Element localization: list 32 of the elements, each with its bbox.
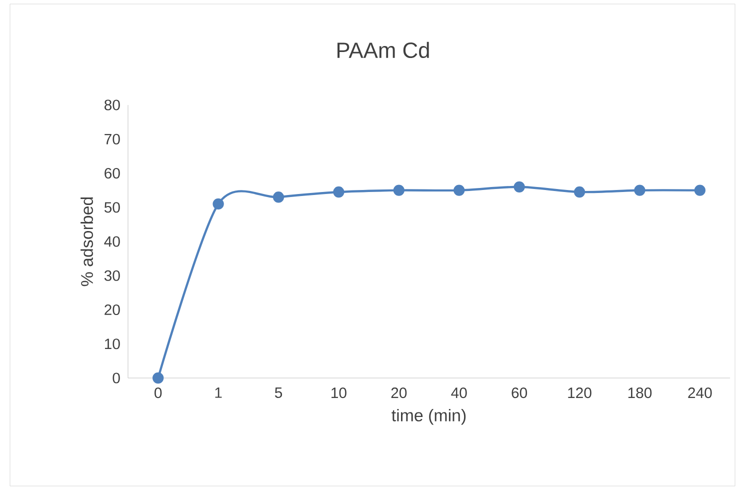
- x-tick-label: 20: [391, 388, 407, 398]
- y-tick-label: 50: [104, 202, 120, 213]
- point: [152, 372, 164, 384]
- y-tick-label: 40: [104, 236, 120, 247]
- chart-title: PAAm Cd: [338, 42, 429, 58]
- point: [694, 184, 706, 196]
- y-tick-label: 0: [112, 372, 120, 384]
- y-tick-label: 80: [104, 100, 120, 110]
- point: [454, 184, 465, 196]
- x-tick-label: 1: [215, 388, 222, 398]
- x-tick-label: 10: [332, 388, 346, 398]
- x-axis-title: time (min): [392, 408, 466, 425]
- point: [393, 184, 404, 196]
- x-tick-label: 240: [688, 388, 712, 398]
- y-tick-label: 30: [104, 270, 120, 281]
- y-tick-label: 60: [104, 168, 120, 179]
- point: [634, 184, 646, 196]
- y-tick-label: 10: [105, 338, 120, 350]
- y-axis-title: % adsorbed: [80, 197, 94, 286]
- x-tick-label: 60: [512, 388, 528, 398]
- y-tick-label: 20: [104, 304, 120, 316]
- x-tick-label: 120: [568, 388, 592, 398]
- x-tick-label: 40: [451, 388, 467, 398]
- point: [574, 186, 586, 198]
- x-tick-label: 0: [154, 388, 162, 398]
- x-tick-label: 5: [274, 388, 282, 398]
- y-tick-label: 70: [104, 134, 120, 144]
- point: [272, 192, 284, 203]
- point: [514, 181, 525, 192]
- point: [212, 198, 224, 210]
- x-tick-label: 180: [628, 388, 652, 398]
- point: [333, 186, 344, 198]
